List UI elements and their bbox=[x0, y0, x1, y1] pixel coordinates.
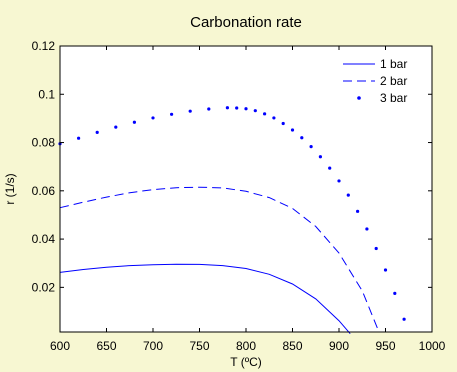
y-tick-label: 0.06 bbox=[32, 184, 56, 198]
series-3-bar-point bbox=[365, 227, 369, 231]
series-3-bar-point bbox=[253, 109, 257, 113]
series-3-bar-point bbox=[290, 128, 295, 132]
legend-label: 1 bar bbox=[380, 57, 407, 71]
x-tick-label: 900 bbox=[329, 339, 349, 353]
x-tick-label: 850 bbox=[282, 339, 302, 353]
series-3-bar-point bbox=[225, 106, 229, 110]
plot-area bbox=[60, 46, 432, 332]
series-3-bar-point bbox=[235, 106, 239, 110]
x-tick-label: 950 bbox=[375, 339, 395, 353]
series-3-bar-point bbox=[77, 136, 81, 140]
series-3-bar-point bbox=[393, 291, 397, 295]
series-3-bar-point bbox=[244, 107, 248, 111]
series-3-bar-point bbox=[207, 107, 211, 111]
series-layer bbox=[58, 106, 406, 335]
y-tick-label: 0.04 bbox=[32, 232, 56, 246]
series-3-bar-point bbox=[309, 145, 313, 149]
series-3-bar-point bbox=[300, 136, 304, 140]
series-3-bar-point bbox=[281, 121, 285, 126]
series-3-bar-point bbox=[263, 112, 267, 116]
series-3-bar-point bbox=[328, 166, 332, 170]
series-3-bar-point bbox=[114, 125, 118, 129]
y-tick-label: 0.08 bbox=[32, 136, 56, 150]
series-3-bar bbox=[58, 106, 406, 321]
series-3-bar-point bbox=[132, 120, 136, 124]
legend-label: 3 bar bbox=[380, 91, 407, 105]
ticks-layer: 600 650 700 750 800 850 900 950 1000 0.02 0.04 0.06… bbox=[32, 39, 446, 353]
series-3-bar-point bbox=[402, 317, 406, 321]
series-3-bar-point bbox=[374, 246, 378, 251]
series-1-bar-line bbox=[59, 263, 351, 335]
series-3-bar-point bbox=[337, 179, 341, 183]
series-3-bar-point bbox=[346, 193, 350, 197]
legend: 1 bar 2 bar 3 bar bbox=[343, 57, 407, 105]
series-3-bar-point bbox=[188, 109, 192, 113]
series-3-bar-point bbox=[272, 116, 276, 120]
x-tick-label: 600 bbox=[50, 339, 70, 353]
y-tick-label: 0.02 bbox=[32, 280, 56, 294]
series-3-bar-point bbox=[95, 130, 99, 135]
x-tick-label: 750 bbox=[189, 339, 209, 353]
legend-label: 2 bar bbox=[380, 74, 407, 88]
series-3-bar-point bbox=[170, 112, 174, 116]
y-axis-label: r (1/s) bbox=[3, 173, 17, 204]
y-tick-label: 0.12 bbox=[32, 39, 56, 53]
series-3-bar-point bbox=[383, 268, 388, 272]
x-tick-label: 1000 bbox=[419, 339, 446, 353]
x-axis-label: T (ºC) bbox=[230, 355, 262, 369]
series-3-bar-point bbox=[356, 209, 360, 213]
x-tick-label: 650 bbox=[96, 339, 116, 353]
x-tick-label: 800 bbox=[236, 339, 256, 353]
legend-marker-3-bar bbox=[357, 96, 361, 100]
y-tick-label: 0.1 bbox=[38, 87, 55, 101]
chart-title: Carbonation rate bbox=[190, 14, 302, 31]
series-3-bar-point bbox=[318, 155, 322, 159]
series-3-bar-point bbox=[151, 116, 155, 120]
x-tick-label: 700 bbox=[143, 339, 163, 353]
